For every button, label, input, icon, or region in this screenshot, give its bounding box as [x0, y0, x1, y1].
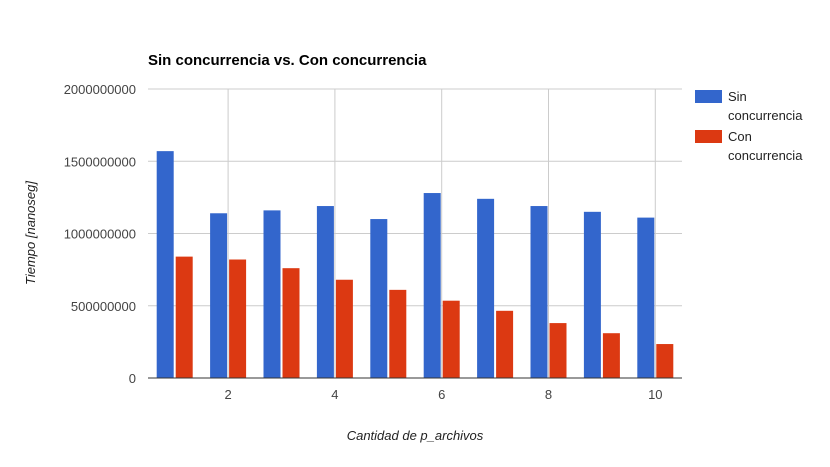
- bar-con-6: [442, 300, 460, 378]
- y-axis-title: Tiempo [nanoseg]: [23, 181, 38, 285]
- legend-label-con: concurrencia: [728, 148, 803, 163]
- bars: [156, 151, 674, 378]
- bar-con-5: [389, 289, 407, 378]
- x-tick-label: 10: [648, 387, 662, 402]
- y-tick-label: 2000000000: [64, 82, 136, 97]
- bar-sin-5: [370, 219, 388, 378]
- bar-sin-2: [210, 213, 228, 378]
- bar-con-7: [496, 310, 514, 378]
- x-tick-label: 4: [331, 387, 338, 402]
- bar-con-2: [229, 259, 247, 378]
- y-tick-label: 1500000000: [64, 154, 136, 169]
- y-tick-label: 1000000000: [64, 227, 136, 242]
- legend-label-con: Con: [728, 129, 752, 144]
- bar-sin-7: [477, 198, 495, 378]
- y-axis-ticks: 0 500000000 1000000000 1500000000 2000000000: [64, 82, 136, 386]
- chart-title: Sin concurrencia vs. Con concurrencia: [148, 52, 427, 69]
- y-tick-label: 500000000: [71, 299, 136, 314]
- bar-con-8: [549, 323, 567, 378]
- bar-sin-6: [423, 193, 441, 378]
- bar-con-4: [335, 279, 353, 378]
- bar-sin-4: [316, 206, 334, 378]
- x-tick-label: 2: [224, 387, 231, 402]
- bar-con-10: [656, 344, 674, 378]
- bar-con-9: [602, 333, 620, 378]
- x-tick-label: 8: [545, 387, 552, 402]
- bar-sin-8: [530, 206, 548, 378]
- legend: Sin concurrencia Con concurrencia: [695, 89, 803, 163]
- legend-swatch-con: [695, 130, 722, 143]
- bar-sin-10: [637, 217, 655, 378]
- bar-sin-1: [156, 151, 174, 378]
- legend-label-sin: Sin: [728, 89, 747, 104]
- y-tick-label: 0: [129, 371, 136, 386]
- x-axis-title: Cantidad de p_archivos: [347, 428, 484, 443]
- bar-sin-3: [263, 210, 281, 378]
- legend-swatch-sin: [695, 90, 722, 103]
- legend-label-sin: concurrencia: [728, 108, 803, 123]
- x-tick-label: 6: [438, 387, 445, 402]
- gridlines: [148, 88, 682, 378]
- bar-con-3: [282, 268, 300, 378]
- x-axis-ticks: 2 4 6 8 10: [224, 387, 662, 402]
- bar-sin-9: [583, 211, 601, 378]
- bar-con-1: [175, 256, 193, 378]
